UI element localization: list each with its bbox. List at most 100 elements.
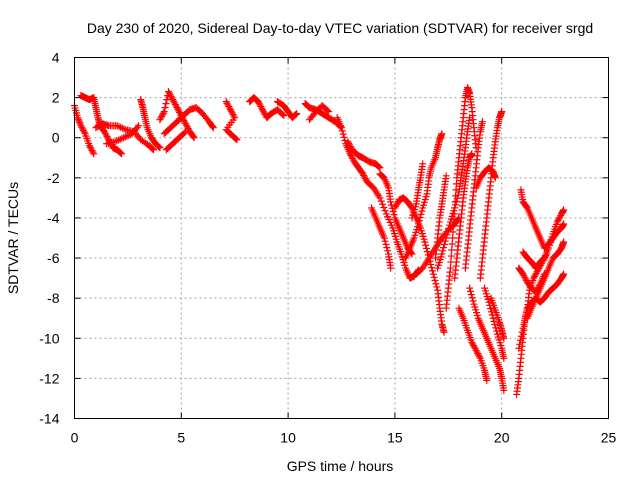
data-point: [384, 247, 392, 255]
data-point: [428, 264, 436, 272]
data-point: [468, 338, 476, 346]
data-point: [208, 122, 216, 130]
y-tick-labels: 4 2 0 -2 -4 -6 -8 -10 -12 -14: [39, 50, 59, 427]
data-point: [230, 112, 238, 120]
data-point: [446, 264, 454, 272]
data-point: [117, 150, 125, 158]
data-point: [255, 99, 263, 107]
data-point: [421, 238, 429, 246]
data-point: [325, 108, 333, 116]
data-points: [71, 84, 568, 398]
data-point: [419, 160, 427, 168]
data-point: [449, 228, 457, 236]
data-point: [387, 264, 395, 272]
data-point: [540, 255, 548, 263]
data-point: [467, 291, 475, 299]
data-point: [226, 106, 234, 114]
data-point: [190, 134, 198, 142]
series-arc-t: [408, 160, 427, 222]
data-point: [86, 143, 94, 151]
data-point: [133, 123, 141, 131]
data-point: [440, 244, 448, 252]
data-point: [102, 131, 110, 139]
data-point: [418, 207, 426, 215]
data-point: [113, 137, 121, 145]
data-point: [111, 138, 119, 146]
x-tick-label: 20: [494, 430, 510, 446]
data-point: [125, 131, 133, 139]
data-point: [182, 128, 190, 136]
data-point: [500, 386, 508, 394]
data-point: [135, 122, 143, 130]
y-tick-label: -6: [47, 250, 60, 266]
y-tick-label: 0: [52, 130, 60, 146]
y-tick-label: 2: [52, 90, 60, 106]
data-point: [428, 267, 436, 275]
data-point: [113, 122, 121, 130]
data-point: [376, 164, 384, 172]
data-point: [74, 114, 82, 122]
data-point: [103, 133, 111, 141]
data-point: [338, 124, 345, 132]
data-point: [159, 111, 167, 119]
data-point: [150, 146, 158, 154]
data-point: [556, 213, 564, 221]
data-point: [154, 142, 162, 150]
data-point: [165, 89, 173, 97]
data-point: [387, 198, 395, 206]
data-point: [157, 114, 165, 122]
data-point: [443, 231, 451, 239]
x-tick-label: 25: [601, 430, 617, 446]
x-tick-label: 10: [280, 430, 296, 446]
data-point: [431, 277, 439, 285]
data-point: [530, 274, 538, 282]
data-point: [537, 261, 545, 269]
data-point: [258, 104, 266, 112]
data-point: [168, 94, 176, 102]
data-point: [123, 132, 131, 140]
data-point: [180, 129, 188, 137]
data-point: [440, 240, 448, 248]
data-point: [223, 99, 231, 107]
data-point: [226, 104, 234, 112]
data-point: [438, 130, 446, 138]
data-point: [515, 344, 523, 352]
data-point: [232, 135, 240, 143]
y-tick-label: -2: [47, 170, 60, 186]
series-arc-r: [391, 194, 448, 336]
data-point: [361, 173, 369, 181]
data-point: [166, 91, 174, 99]
data-point: [116, 135, 124, 143]
chart-title: Day 230 of 2020, Sidereal Day-to-day VTE…: [87, 20, 593, 36]
data-point: [383, 244, 391, 252]
data-point: [101, 129, 109, 137]
series-arc-o: [344, 138, 384, 172]
data-point: [522, 203, 530, 211]
data-point: [182, 121, 190, 129]
data-point: [433, 283, 441, 291]
data-point: [254, 98, 262, 106]
data-point: [492, 324, 500, 332]
data-point: [518, 328, 526, 336]
data-point: [429, 270, 437, 278]
data-point: [116, 148, 124, 156]
data-point: [441, 237, 449, 245]
data-point: [468, 150, 476, 158]
series-arc-d: [103, 122, 143, 148]
data-point: [543, 250, 551, 258]
data-point: [490, 317, 498, 325]
data-point: [432, 280, 440, 288]
data-point: [338, 127, 346, 135]
data-point: [171, 100, 179, 108]
data-point: [449, 222, 457, 230]
data-point: [381, 207, 389, 215]
data-point: [487, 308, 495, 316]
data-point: [347, 151, 355, 159]
data-point: [183, 123, 191, 131]
data-point: [292, 110, 300, 118]
series-arc-aa: [461, 118, 486, 272]
data-point: [389, 208, 397, 216]
data-point: [120, 134, 128, 142]
series-arc-j: [246, 94, 288, 122]
data-point: [120, 125, 128, 133]
